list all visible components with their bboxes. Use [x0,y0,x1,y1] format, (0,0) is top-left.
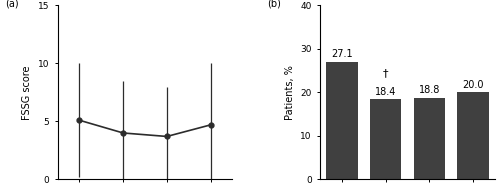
Text: †: † [383,68,388,79]
Y-axis label: FSSG score: FSSG score [22,65,32,120]
Text: (b): (b) [268,0,281,9]
Text: 27.1: 27.1 [331,49,352,59]
Text: 18.4: 18.4 [375,87,396,97]
Bar [370,99,402,179]
Bar [414,98,445,179]
Bar [458,92,489,179]
Text: (a): (a) [5,0,18,9]
Text: 18.8: 18.8 [418,85,440,96]
Bar [326,61,358,179]
Text: 20.0: 20.0 [462,80,484,90]
Y-axis label: Patients, %: Patients, % [284,65,294,120]
